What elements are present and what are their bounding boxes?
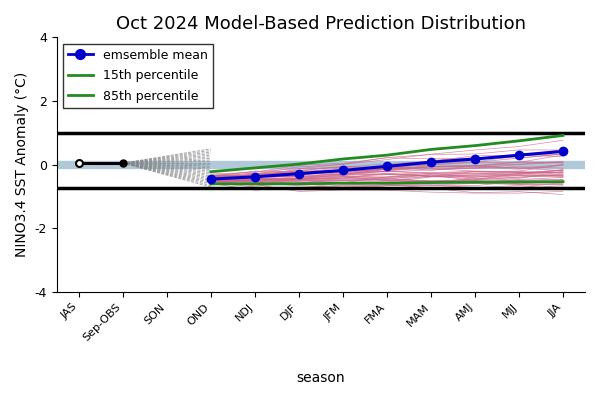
Y-axis label: NINO3.4 SST Anomaly (°C): NINO3.4 SST Anomaly (°C) <box>15 72 29 257</box>
Legend: emsemble mean, 15th percentile, 85th percentile: emsemble mean, 15th percentile, 85th per… <box>63 44 213 108</box>
Title: Oct 2024 Model-Based Prediction Distribution: Oct 2024 Model-Based Prediction Distribu… <box>116 15 526 33</box>
X-axis label: season: season <box>296 371 345 385</box>
